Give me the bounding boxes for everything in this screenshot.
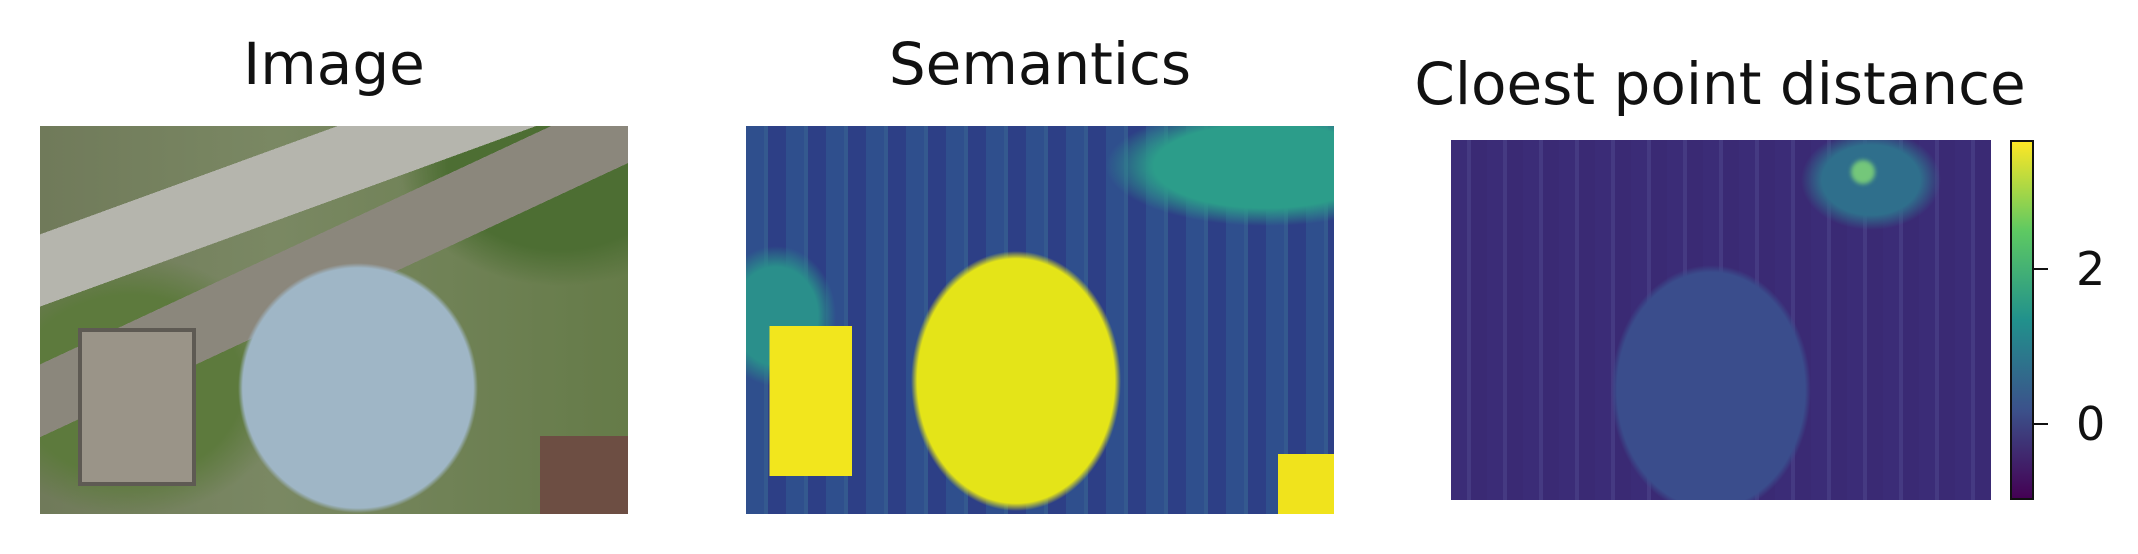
colorbar-tick-label-0: 0: [2076, 397, 2106, 451]
colorbar-tick-0: [2034, 423, 2048, 425]
building-roof-2: [540, 436, 628, 514]
panel-title-image: Image: [243, 30, 425, 98]
panel-title-semantics: Semantics: [888, 30, 1192, 98]
semantics-map: [746, 126, 1334, 514]
colorbar-tick-2: [2034, 268, 2048, 270]
aerial-image: [40, 126, 628, 514]
high-distance-spot: [1851, 160, 1875, 184]
building-roof: [78, 328, 196, 486]
colorbar: [2010, 140, 2034, 500]
semantic-region: [1278, 454, 1334, 514]
distance-map: [1451, 140, 1991, 500]
colorbar-tick-label-2: 2: [2076, 242, 2106, 296]
panel-title-distance: Cloest point distance: [1414, 50, 2026, 118]
